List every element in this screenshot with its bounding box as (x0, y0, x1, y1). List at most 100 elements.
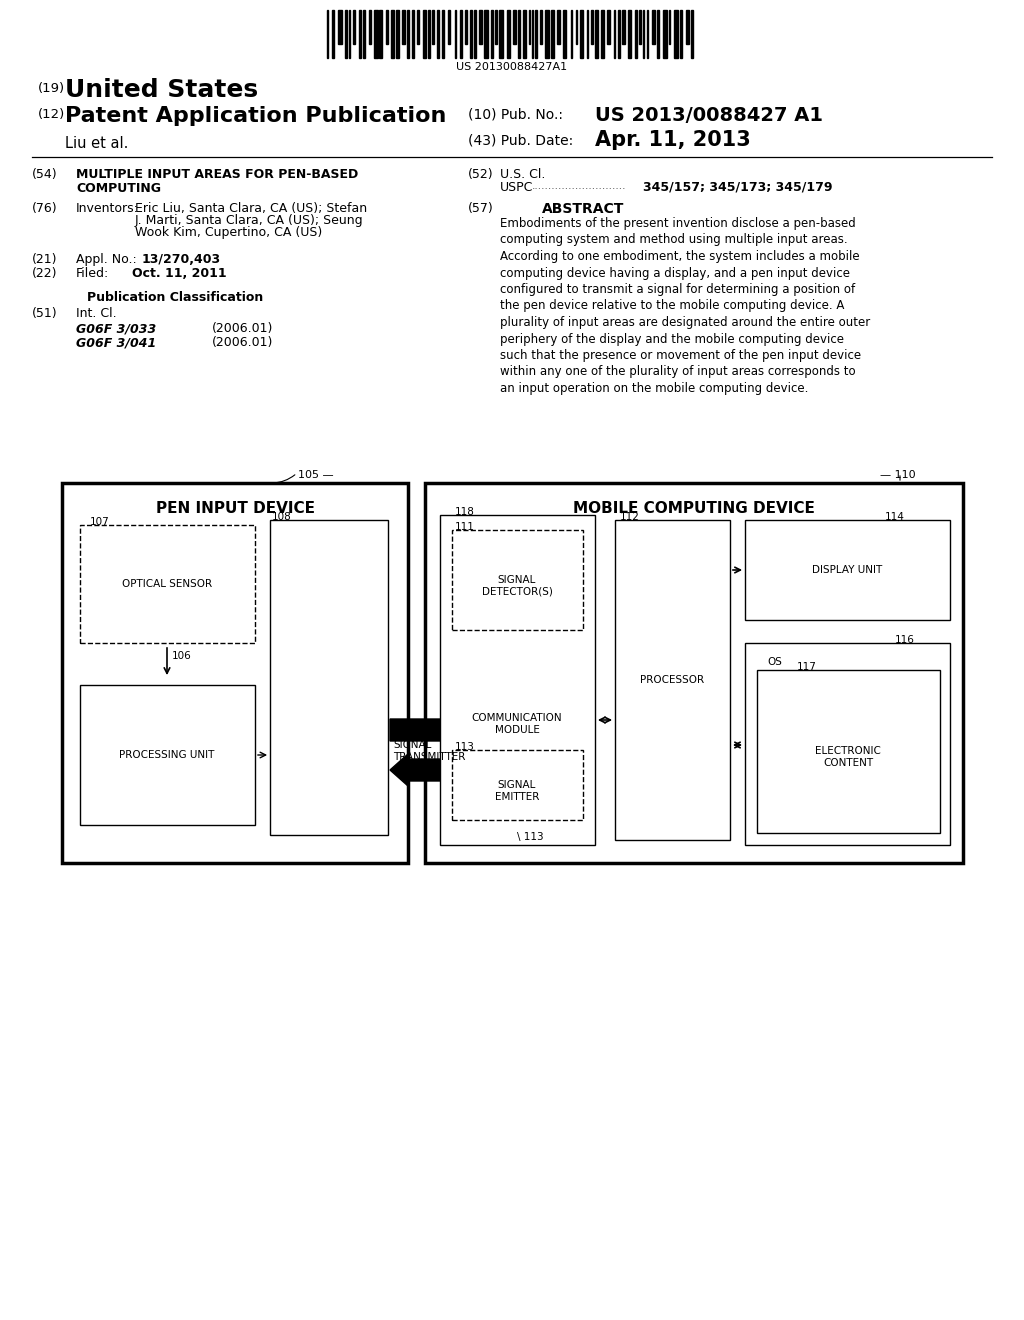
Text: Appl. No.:: Appl. No.: (76, 253, 137, 267)
Text: OS: OS (767, 657, 782, 667)
Text: 116: 116 (895, 635, 914, 645)
Text: SIGNAL
DETECTOR(S): SIGNAL DETECTOR(S) (481, 576, 552, 597)
Bar (591, 11, 593, 44)
Bar (270, 520, 388, 836)
Bar (643, 11, 644, 58)
Text: US 20130088427A1: US 20130088427A1 (457, 62, 567, 73)
Text: PEN INPUT DEVICE: PEN INPUT DEVICE (156, 502, 314, 516)
Bar (546, 11, 549, 58)
Bar (614, 11, 615, 58)
Bar (432, 11, 434, 44)
Bar (595, 11, 598, 58)
Bar (465, 11, 467, 44)
Text: — 110: — 110 (880, 470, 915, 480)
Text: (54): (54) (32, 168, 57, 181)
Bar (484, 11, 488, 58)
Text: G06F 3/041: G06F 3/041 (76, 337, 157, 348)
Text: 118: 118 (455, 507, 475, 517)
Bar (440, 515, 595, 845)
Text: U.S. Cl.: U.S. Cl. (500, 168, 546, 181)
Bar (359, 11, 361, 58)
Text: Apr. 11, 2013: Apr. 11, 2013 (595, 129, 751, 150)
Text: (19): (19) (38, 82, 66, 95)
Bar (757, 671, 940, 833)
Bar (691, 11, 693, 58)
Bar (412, 11, 414, 58)
Bar (390, 11, 394, 58)
Text: Embodiments of the present invention disclose a pen-based
computing system and m: Embodiments of the present invention dis… (500, 216, 870, 395)
Bar (623, 11, 625, 44)
Bar (551, 11, 554, 58)
Text: Oct. 11, 2011: Oct. 11, 2011 (132, 267, 226, 280)
Text: ELECTRONIC
CONTENT: ELECTRONIC CONTENT (815, 746, 881, 768)
Text: US 2013/0088427 A1: US 2013/0088427 A1 (595, 106, 823, 125)
Text: 114: 114 (885, 512, 905, 521)
Text: (43) Pub. Date:: (43) Pub. Date: (468, 133, 573, 147)
Text: ABSTRACT: ABSTRACT (542, 202, 625, 216)
Text: \ 113: \ 113 (517, 832, 544, 842)
Bar (479, 11, 481, 44)
Bar (601, 11, 603, 58)
Text: (2006.01): (2006.01) (212, 337, 273, 348)
Bar (686, 11, 689, 44)
Bar (647, 11, 648, 58)
Bar (563, 11, 566, 58)
Text: 108: 108 (272, 512, 292, 521)
Text: PROCESSING UNIT: PROCESSING UNIT (120, 750, 215, 760)
Text: USPC: USPC (500, 181, 534, 194)
Bar (557, 11, 560, 44)
Bar (581, 11, 584, 58)
Text: 13/270,403: 13/270,403 (142, 253, 221, 267)
Bar (669, 11, 671, 44)
Text: 111: 111 (455, 521, 475, 532)
Bar (80, 525, 255, 643)
Text: COMMUNICATION
MODULE: COMMUNICATION MODULE (472, 713, 562, 735)
Text: COMPUTING: COMPUTING (76, 182, 161, 195)
Text: 117: 117 (797, 663, 817, 672)
Text: SIGNAL
TRANSMITTER: SIGNAL TRANSMITTER (393, 741, 465, 762)
Bar (470, 11, 472, 58)
Bar (518, 11, 520, 58)
Text: (52): (52) (468, 168, 494, 181)
Bar (364, 11, 365, 58)
Text: Publication Classification: Publication Classification (87, 290, 263, 304)
Bar (657, 11, 659, 58)
Bar (575, 11, 578, 44)
Bar (452, 750, 583, 820)
FancyArrow shape (390, 714, 470, 746)
Text: Filed:: Filed: (76, 267, 110, 280)
Bar (587, 11, 589, 58)
Text: OPTICAL SENSOR: OPTICAL SENSOR (122, 579, 212, 589)
Bar (396, 11, 398, 58)
Bar (62, 483, 408, 863)
Bar (349, 11, 350, 58)
Bar (745, 643, 950, 845)
Bar (540, 11, 542, 44)
Text: (22): (22) (32, 267, 57, 280)
Bar (370, 11, 371, 44)
Bar (374, 11, 378, 58)
Bar (408, 11, 409, 58)
Text: Int. Cl.: Int. Cl. (76, 308, 117, 319)
Bar (570, 11, 572, 58)
Bar (402, 11, 404, 44)
Bar (332, 11, 334, 58)
Bar (452, 531, 583, 630)
Text: PROCESSOR: PROCESSOR (640, 675, 705, 685)
Bar (664, 11, 667, 58)
Bar (628, 11, 631, 58)
Text: (12): (12) (38, 108, 66, 121)
Text: Inventors:: Inventors: (76, 202, 139, 215)
Bar (380, 11, 382, 58)
Text: 107: 107 (90, 517, 110, 527)
Text: Liu et al.: Liu et al. (65, 136, 128, 150)
Bar (615, 520, 730, 840)
Text: Eric Liu, Santa Clara, CA (US); Stefan: Eric Liu, Santa Clara, CA (US); Stefan (135, 202, 368, 215)
Bar (635, 11, 637, 58)
Text: (76): (76) (32, 202, 57, 215)
Text: SIGNAL
EMITTER: SIGNAL EMITTER (495, 780, 540, 801)
Text: (51): (51) (32, 308, 57, 319)
Bar (531, 11, 534, 58)
Text: United States: United States (65, 78, 258, 102)
Text: 112: 112 (620, 512, 640, 521)
